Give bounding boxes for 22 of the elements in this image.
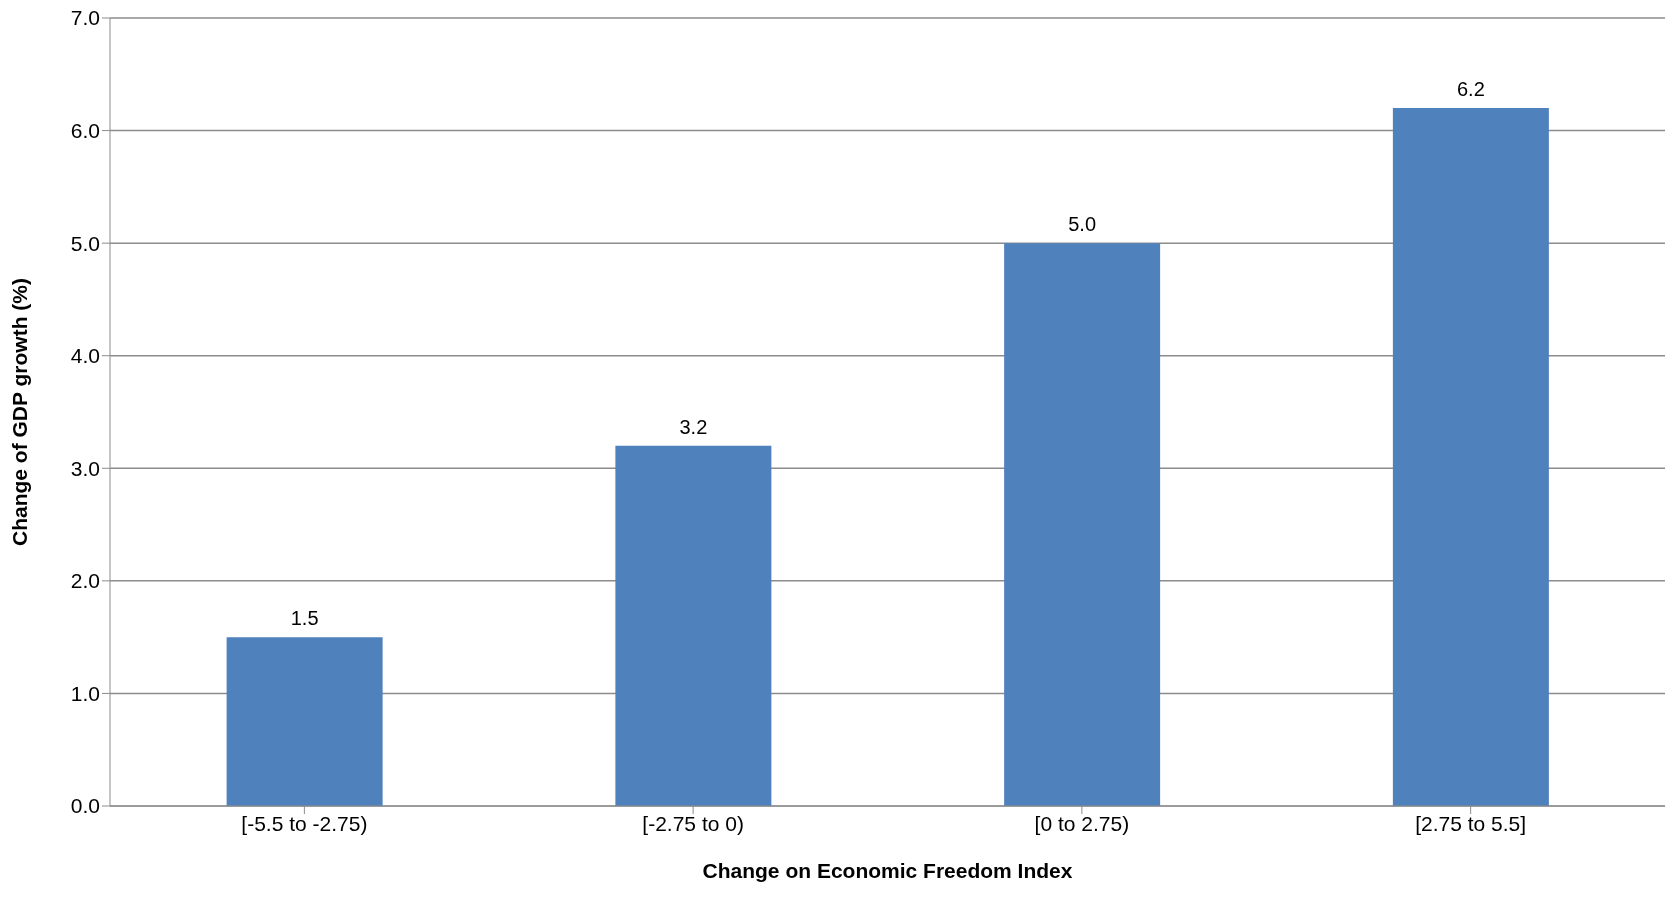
y-tick-label: 1.0 [70, 681, 100, 705]
y-tick-label: 3.0 [70, 456, 100, 480]
bar [1004, 243, 1161, 806]
y-tick-label: 7.0 [70, 6, 100, 30]
bar [615, 445, 772, 806]
y-tick-label: 6.0 [70, 119, 100, 143]
x-tick-label: [0 to 2.75) [1034, 811, 1130, 835]
x-tick-label: [-5.5 to -2.75) [241, 811, 368, 835]
data-label: 5.0 [1068, 213, 1097, 236]
data-label: 1.5 [290, 607, 319, 630]
x-tick-label: [-2.75 to 0) [642, 811, 744, 835]
y-axis-title: Change of GDP growth (%) [8, 278, 32, 546]
y-tick-label: 4.0 [70, 344, 100, 368]
bar [1392, 108, 1549, 806]
bar [226, 637, 383, 806]
y-tick-label: 0.0 [70, 794, 100, 818]
y-tick-label: 2.0 [70, 569, 100, 593]
data-label: 6.2 [1456, 78, 1485, 101]
x-tick-label: [2.75 to 5.5] [1415, 811, 1527, 835]
x-axis-title: Change on Economic Freedom Index [702, 859, 1073, 882]
data-label: 3.2 [679, 415, 708, 438]
y-tick-label: 5.0 [70, 231, 100, 255]
